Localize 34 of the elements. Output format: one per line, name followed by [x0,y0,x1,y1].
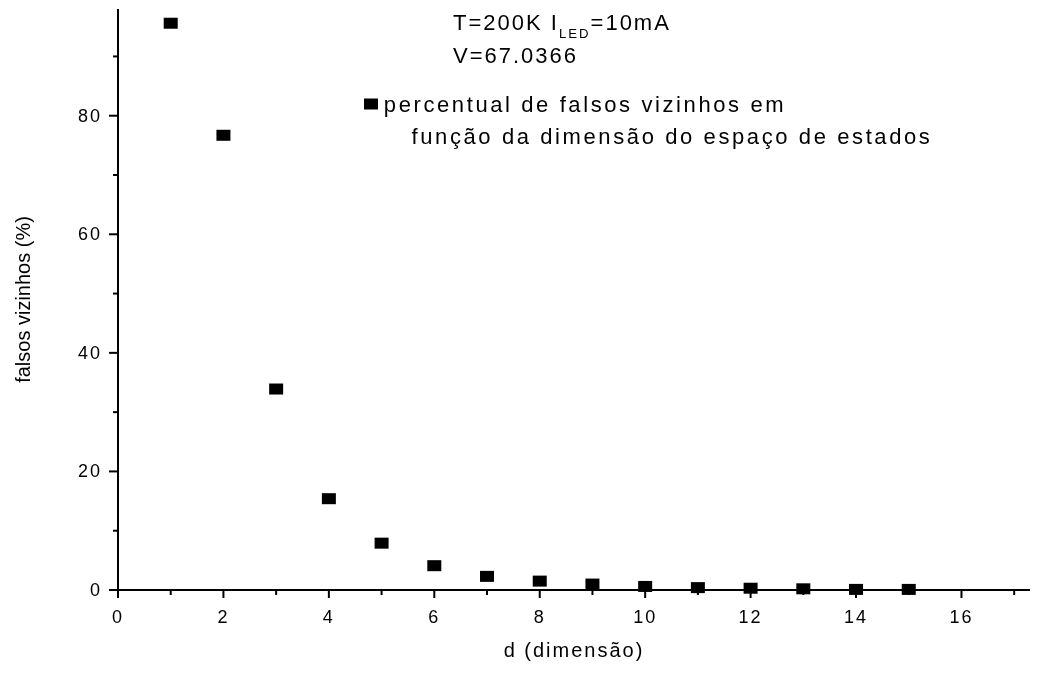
point [638,580,653,592]
annotation: V=67.0366 [453,43,579,68]
point [532,575,547,587]
x-tick-label: 16 [949,607,974,627]
y-axis-title: falsos vizinhos (%) [12,216,34,383]
legend-label: percentual de falsos vizinhos em função da dimensão do espaço de estados [383,92,933,149]
x-tick-label: 14 [844,607,869,627]
x-tick-label: 4 [322,607,335,627]
y-tick-label: 60 [77,224,102,245]
point [901,583,916,595]
point [374,537,389,549]
x-tick-label: 8 [533,607,546,627]
point [743,582,758,594]
point [321,493,336,505]
y-tick-label: 40 [77,342,102,363]
point [585,578,600,590]
point [427,560,442,572]
point [163,17,178,29]
point [480,570,495,582]
point [269,383,284,395]
x-tick-label: 2 [217,607,230,627]
point [216,129,231,141]
x-tick-label: 6 [428,607,441,627]
x-tick-label: 12 [738,607,763,627]
y-tick-label: 20 [77,461,102,482]
point [796,583,811,595]
x-tick-label: 10 [633,607,658,627]
x-axis-title: d (dimensão) [503,639,645,661]
point [849,583,864,595]
y-tick-label: 80 [77,105,102,126]
y-tick-label: 0 [89,580,102,600]
annotation: T=200K I$_{LED}$=10mA [453,10,671,41]
point [690,582,705,594]
x-tick-label: 0 [111,607,125,627]
